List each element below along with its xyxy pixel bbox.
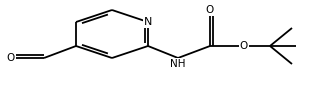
Text: N: N (144, 17, 152, 27)
Text: NH: NH (170, 59, 186, 69)
Text: O: O (206, 5, 214, 15)
Text: O: O (7, 53, 15, 63)
Text: O: O (240, 41, 248, 51)
